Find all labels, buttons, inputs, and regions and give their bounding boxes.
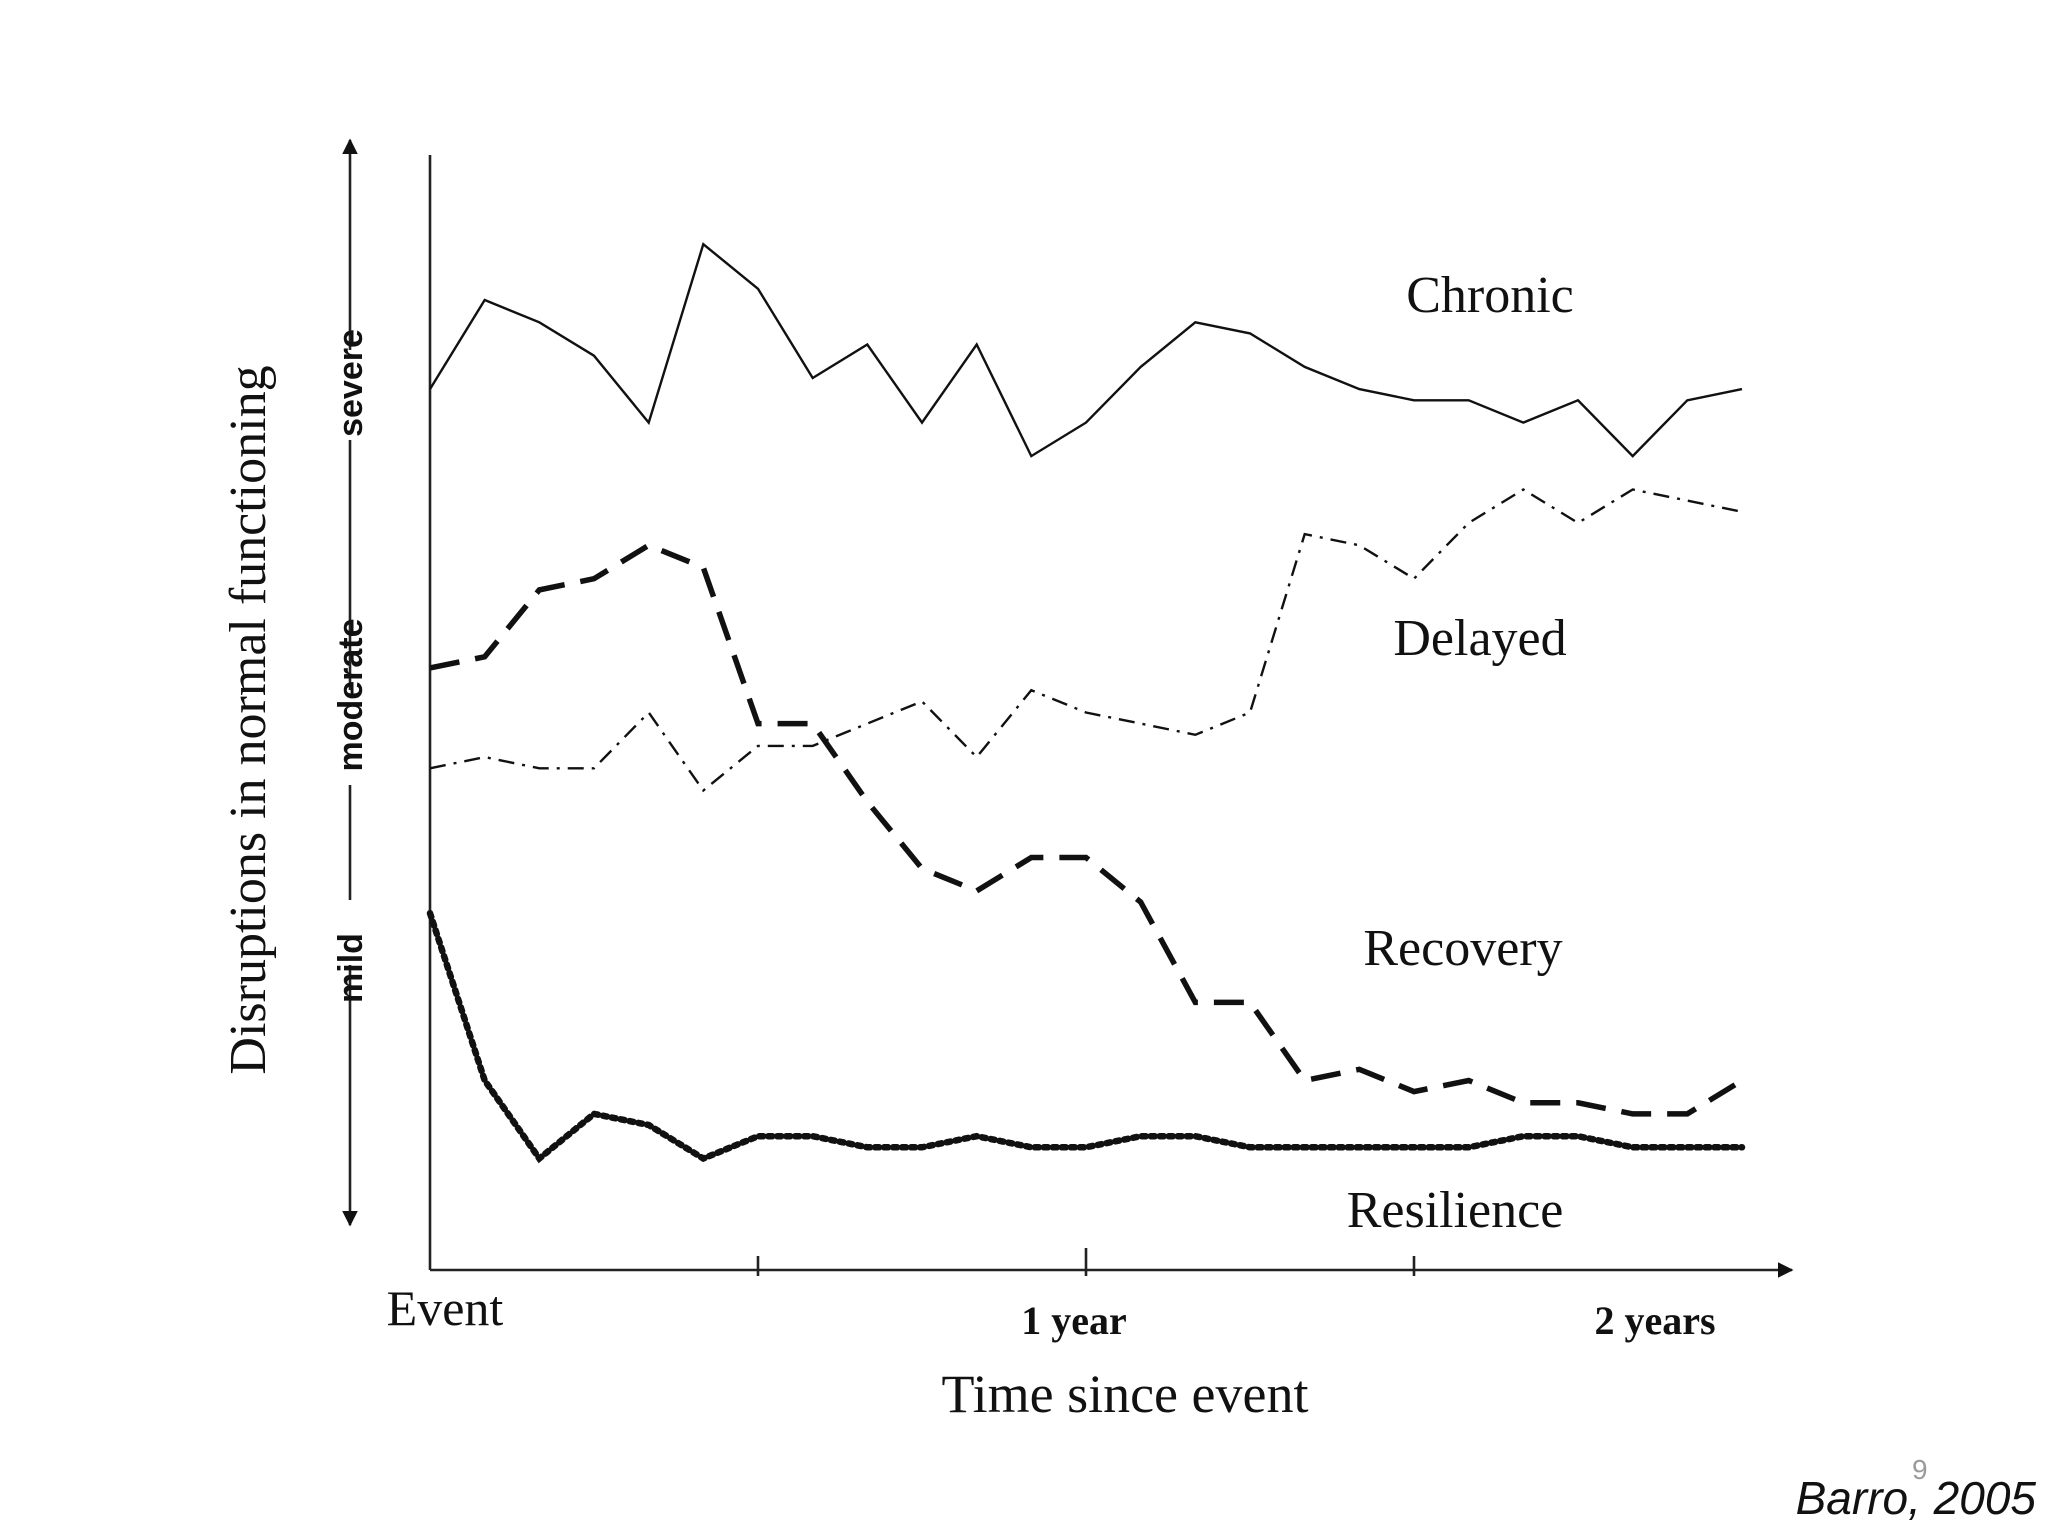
x-axis-title: Time since event — [942, 1364, 1309, 1424]
severity-scale-label: mild — [332, 933, 370, 1003]
series-line-recovery — [429, 542, 1744, 1117]
series-line-resilience — [426, 909, 1746, 1164]
series-line-chronic — [428, 242, 1743, 458]
series-label-delayed: Delayed — [1393, 610, 1566, 667]
x-tick-label: 2 years — [1594, 1298, 1715, 1343]
page-number: 9 — [1912, 1454, 1928, 1485]
series-line-delayed — [429, 488, 1743, 793]
severity-scale-label: severe — [332, 329, 370, 437]
x-tick-label: Event — [387, 1280, 504, 1336]
y-axis-title: Disruptions in normal functioning — [220, 365, 277, 1074]
series-label-resilience: Resilience — [1347, 1182, 1564, 1239]
series-label-chronic: Chronic — [1406, 267, 1574, 324]
series-label-recovery: Recovery — [1363, 920, 1562, 977]
x-tick-label: 1 year — [1021, 1298, 1127, 1343]
severity-scale-label: moderate — [332, 618, 370, 771]
citation: Barro, 2005 — [1795, 1472, 2036, 1524]
